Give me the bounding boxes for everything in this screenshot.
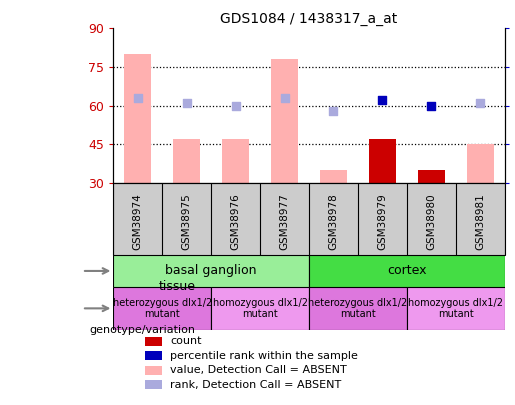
- Point: [182, 100, 191, 106]
- Text: count: count: [170, 337, 201, 346]
- Text: homozygous dlx1/2
mutant: homozygous dlx1/2 mutant: [213, 298, 307, 319]
- Text: heterozygous dlx1/2
mutant: heterozygous dlx1/2 mutant: [113, 298, 212, 319]
- Text: GSM38974: GSM38974: [133, 194, 143, 250]
- Bar: [320, 170, 347, 183]
- Point: [378, 97, 386, 104]
- Bar: [145, 337, 162, 346]
- Bar: [369, 139, 396, 183]
- Bar: [124, 54, 151, 183]
- Text: tissue: tissue: [159, 280, 196, 293]
- Text: cortex: cortex: [387, 264, 426, 277]
- Text: value, Detection Call = ABSENT: value, Detection Call = ABSENT: [170, 365, 347, 375]
- Bar: [467, 144, 494, 183]
- Point: [330, 107, 338, 114]
- Bar: [113, 287, 211, 330]
- Text: GSM38975: GSM38975: [182, 194, 192, 250]
- Text: percentile rank within the sample: percentile rank within the sample: [170, 351, 358, 361]
- Text: GSM38977: GSM38977: [280, 194, 289, 250]
- Text: basal ganglion: basal ganglion: [165, 264, 257, 277]
- Point: [280, 95, 288, 101]
- Point: [427, 102, 435, 109]
- Bar: [113, 255, 309, 287]
- Text: GSM38976: GSM38976: [231, 194, 241, 250]
- Text: GSM38978: GSM38978: [329, 194, 338, 250]
- Bar: [407, 287, 505, 330]
- Text: homozygous dlx1/2
mutant: homozygous dlx1/2 mutant: [408, 298, 503, 319]
- Bar: [173, 139, 200, 183]
- Bar: [309, 287, 407, 330]
- Point: [133, 95, 142, 101]
- Text: genotype/variation: genotype/variation: [90, 325, 196, 335]
- Bar: [211, 287, 309, 330]
- Text: GSM38979: GSM38979: [377, 194, 387, 250]
- Point: [231, 102, 239, 109]
- Bar: [145, 380, 162, 389]
- Bar: [418, 170, 445, 183]
- Bar: [271, 59, 298, 183]
- Bar: [145, 366, 162, 375]
- Text: rank, Detection Call = ABSENT: rank, Detection Call = ABSENT: [170, 380, 341, 390]
- Title: GDS1084 / 1438317_a_at: GDS1084 / 1438317_a_at: [220, 12, 398, 26]
- Text: GSM38981: GSM38981: [475, 194, 485, 250]
- Text: GSM38980: GSM38980: [426, 194, 436, 250]
- Bar: [309, 255, 505, 287]
- Text: heterozygous dlx1/2
mutant: heterozygous dlx1/2 mutant: [308, 298, 407, 319]
- Bar: [222, 139, 249, 183]
- Bar: [145, 352, 162, 360]
- Point: [476, 100, 484, 106]
